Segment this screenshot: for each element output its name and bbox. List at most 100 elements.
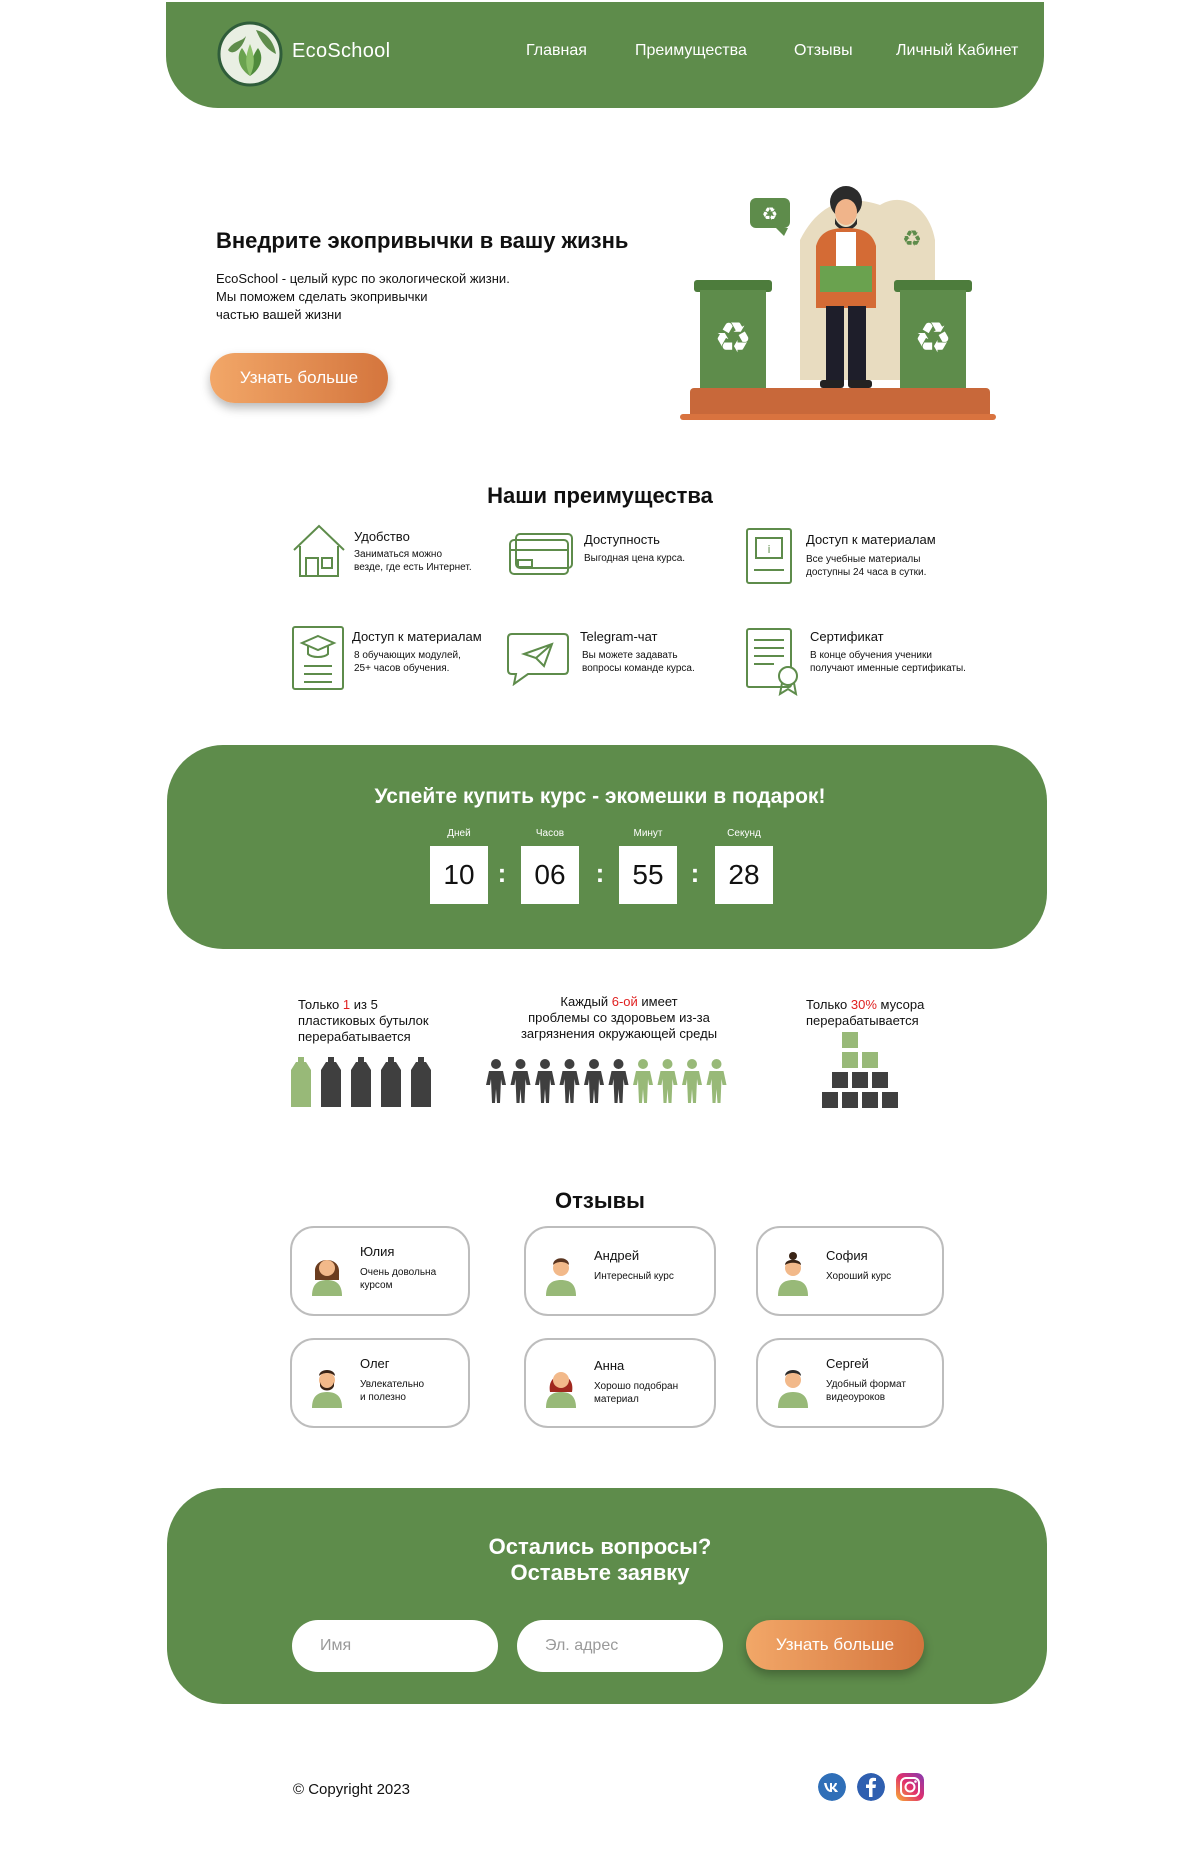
svg-text:♻: ♻ bbox=[714, 313, 752, 362]
advantage-title: Доступ к материалам bbox=[352, 629, 482, 644]
vk-icon[interactable] bbox=[818, 1773, 846, 1801]
advantage-line: 8 обучающих модулей, bbox=[354, 650, 461, 661]
review-line: Удобный формат bbox=[826, 1379, 906, 1390]
person-affected-icon bbox=[510, 1059, 531, 1103]
hero-description: EcoSchool - целый курс по экологической … bbox=[216, 270, 576, 324]
review-line: курсом bbox=[360, 1280, 393, 1291]
advantage-description: 8 обучающих модулей, 25+ часов обучения. bbox=[354, 649, 461, 675]
review-text: Хорошо подобран материал bbox=[594, 1380, 678, 1406]
advantage-line: Выгодная цена курса. bbox=[584, 553, 686, 564]
person-icon bbox=[633, 1059, 653, 1103]
waste-block bbox=[882, 1092, 898, 1108]
reviewer-name: Олег bbox=[360, 1356, 390, 1371]
countdown-value-days: 10 bbox=[430, 846, 488, 904]
hero-text-line: частью вашей жизни bbox=[216, 307, 342, 322]
brand-name[interactable]: EcoSchool bbox=[292, 40, 391, 62]
waste-block bbox=[852, 1072, 868, 1088]
review-card: Юлия Очень довольна курсом bbox=[290, 1226, 470, 1316]
facebook-icon[interactable] bbox=[857, 1773, 885, 1801]
stat-health-text: Каждый 6-ой имеет проблемы со здоровьем … bbox=[504, 994, 734, 1042]
review-line: материал bbox=[594, 1394, 639, 1405]
review-line: и полезно bbox=[360, 1392, 406, 1403]
info-book-icon: i bbox=[746, 528, 792, 584]
review-card: София Хороший курс bbox=[756, 1226, 944, 1316]
svg-text:i: i bbox=[767, 543, 770, 556]
recycled-block bbox=[862, 1052, 878, 1068]
review-line: видеоуроков bbox=[826, 1392, 886, 1403]
avatar-icon bbox=[546, 1372, 576, 1408]
countdown-value-hours: 06 bbox=[521, 846, 579, 904]
countdown-title: Успейте купить курс - экомешки в подарок… bbox=[374, 785, 826, 808]
review-text: Увлекательно и полезно bbox=[360, 1378, 424, 1404]
graduation-book-icon bbox=[292, 626, 344, 690]
stat-line: перерабатывается bbox=[806, 1013, 919, 1028]
countdown-section bbox=[167, 745, 1047, 949]
countdown-separator: : bbox=[497, 858, 507, 888]
reviewer-name: Анна bbox=[594, 1358, 625, 1373]
person-affected-icon bbox=[608, 1059, 629, 1103]
hero-title: Внедрите экопривычки в вашу жизнь bbox=[216, 228, 629, 253]
instagram-icon[interactable] bbox=[896, 1773, 924, 1801]
svg-text:♻: ♻ bbox=[902, 227, 922, 252]
stat-bottles-text: Только 1 из 5 пластиковых бутылок перера… bbox=[298, 997, 429, 1045]
person-icon bbox=[657, 1059, 678, 1103]
bottle-icon bbox=[351, 1057, 371, 1107]
stat-line: пластиковых бутылок bbox=[298, 1013, 429, 1028]
stat-pre: Только bbox=[298, 997, 343, 1012]
advantage-line: Заниматься можно bbox=[354, 549, 443, 560]
waste-block bbox=[862, 1092, 878, 1108]
email-input[interactable] bbox=[517, 1620, 723, 1672]
review-line: Хорошо подобран bbox=[594, 1381, 679, 1392]
stat-post: имеет bbox=[637, 994, 678, 1009]
person-affected-icon bbox=[559, 1059, 580, 1103]
review-card: Андрей Интересный курс bbox=[524, 1226, 716, 1316]
nav-link-home[interactable]: Главная bbox=[526, 42, 587, 59]
avatar-icon bbox=[778, 1370, 808, 1408]
waste-blocks-infographic bbox=[822, 1032, 898, 1108]
review-card: Олег Увлекательно и полезно bbox=[290, 1338, 470, 1428]
advantage-description: Выгодная цена курса. bbox=[584, 552, 685, 565]
stat-line: перерабатывается bbox=[298, 1029, 411, 1044]
submit-request-button[interactable]: Узнать больше bbox=[746, 1620, 924, 1670]
nav-link-advantages[interactable]: Преимущества bbox=[635, 42, 747, 59]
svg-text:♻: ♻ bbox=[914, 313, 952, 362]
reviewer-name: Юлия bbox=[360, 1244, 395, 1259]
reviewer-name: Андрей bbox=[594, 1248, 640, 1263]
review-line: Хороший курс bbox=[826, 1271, 892, 1282]
review-text: Хороший курс bbox=[826, 1270, 891, 1283]
avatar-icon bbox=[546, 1258, 576, 1296]
advantage-line: Все учебные материалы bbox=[806, 554, 921, 565]
countdown-label-hours: Часов bbox=[535, 828, 565, 839]
name-input[interactable] bbox=[292, 1620, 498, 1672]
recycled-block bbox=[842, 1052, 858, 1068]
waste-block bbox=[872, 1072, 888, 1088]
learn-more-button[interactable]: Узнать больше bbox=[210, 353, 388, 403]
credit-card-icon bbox=[509, 533, 573, 575]
avatar-icon bbox=[312, 1370, 342, 1408]
people-infographic bbox=[486, 1059, 727, 1103]
reviews-title: Отзывы bbox=[555, 1188, 645, 1213]
review-text: Очень довольна курсом bbox=[360, 1266, 436, 1292]
waste-block bbox=[842, 1092, 858, 1108]
advantage-line: вопросы команде курса. bbox=[582, 663, 695, 674]
bottle-icon bbox=[381, 1057, 401, 1107]
review-card: Анна Хорошо подобран материал bbox=[524, 1338, 716, 1428]
eco-globe-logo-icon[interactable] bbox=[216, 20, 284, 88]
nav-link-reviews[interactable]: Отзывы bbox=[794, 42, 853, 59]
advantage-title: Доступ к материалам bbox=[806, 532, 936, 547]
countdown-value-minutes: 55 bbox=[619, 846, 677, 904]
stat-headline: Каждый 6-ой имеет bbox=[504, 994, 734, 1010]
reviewer-name: София bbox=[826, 1248, 868, 1263]
review-line: Интересный курс bbox=[594, 1271, 674, 1282]
stat-line: проблемы со здоровьем из-за bbox=[528, 1010, 710, 1025]
stat-highlight: 1 bbox=[342, 997, 351, 1012]
nav-link-account[interactable]: Личный Кабинет bbox=[896, 42, 1019, 59]
recycled-bottle-icon bbox=[291, 1057, 311, 1107]
countdown-label-seconds: Секунд bbox=[727, 828, 761, 839]
advantage-line: доступны 24 часа в сутки. bbox=[806, 567, 927, 578]
review-card: Сергей Удобный формат видеоуроков bbox=[756, 1338, 944, 1428]
stat-line: загрязнения окружающей среды bbox=[520, 1026, 718, 1041]
house-icon bbox=[293, 524, 345, 577]
bottles-infographic bbox=[291, 1057, 431, 1107]
stat-waste-text: Только 30% мусора перерабатывается bbox=[806, 997, 924, 1029]
